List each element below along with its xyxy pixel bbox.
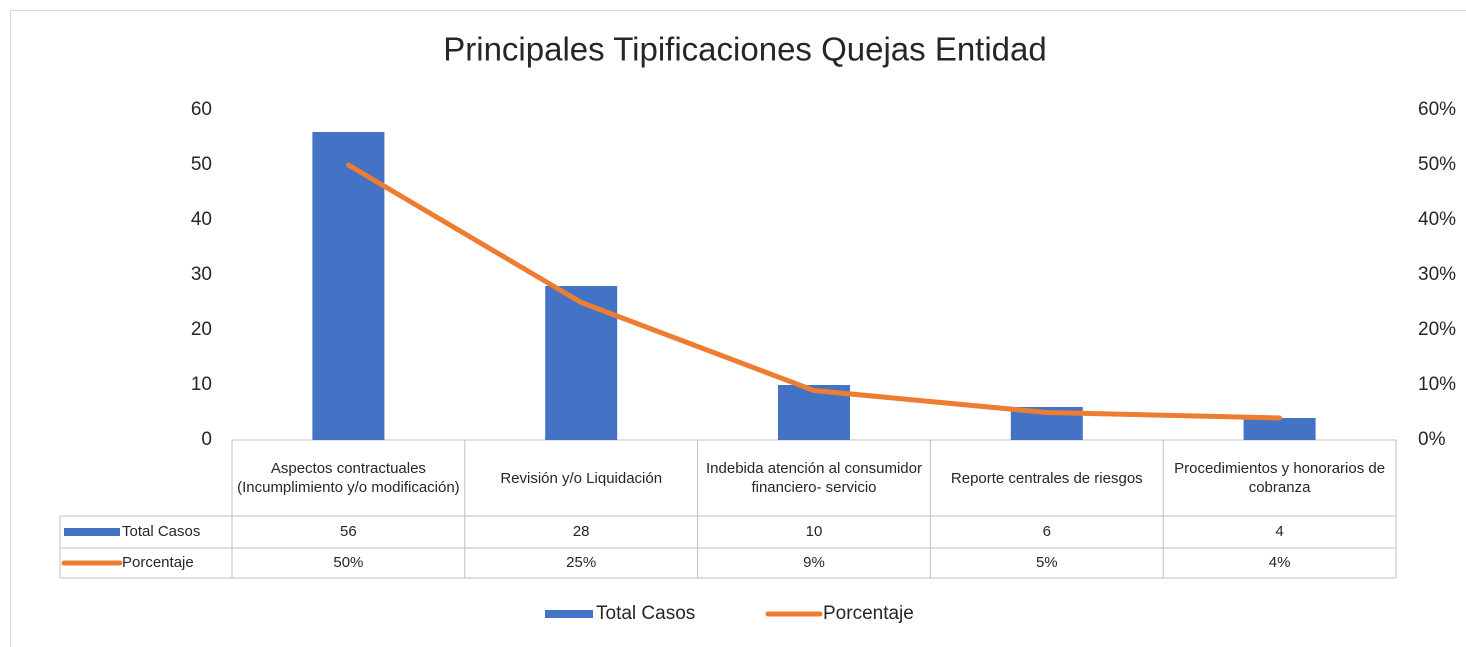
y2-tick-label: 30% bbox=[1418, 264, 1456, 285]
bar bbox=[312, 132, 385, 440]
table-cell: 28 bbox=[573, 523, 590, 540]
x-tick-label: Procedimientos y honorarios de cobranza bbox=[1174, 460, 1386, 496]
y2-tick-label: 20% bbox=[1418, 319, 1456, 340]
legend-swatch bbox=[64, 528, 120, 536]
y-tick-label: 40 bbox=[191, 209, 212, 230]
table-cell: 4 bbox=[1275, 523, 1283, 540]
table-cell: 4% bbox=[1269, 554, 1291, 571]
x-tick-label: Indebida atención al consumidor financie… bbox=[706, 460, 922, 496]
y2-tick-label: 50% bbox=[1418, 154, 1456, 175]
legend-swatch bbox=[545, 610, 593, 618]
line bbox=[345, 162, 1283, 421]
y2-tick-label: 10% bbox=[1418, 374, 1456, 395]
category-cell: Revisión y/o Liquidación bbox=[500, 469, 663, 487]
table-row-header: Total Casos bbox=[122, 523, 200, 540]
table-cell: 9% bbox=[803, 554, 825, 571]
y-tick-label: 30 bbox=[191, 264, 212, 285]
y2-tick-label: 40% bbox=[1418, 209, 1456, 230]
y2-tick-label: 0% bbox=[1418, 429, 1446, 450]
category-cell: Procedimientos y honorarios de cobranza bbox=[1174, 460, 1386, 496]
x-tick-label: Revisión y/o Liquidación bbox=[500, 469, 663, 487]
x-tick-label: Reporte centrales de riesgos bbox=[950, 469, 1143, 487]
table-cell: 25% bbox=[566, 554, 596, 571]
legend-label: Porcentaje bbox=[823, 603, 914, 624]
y-tick-label: 10 bbox=[191, 374, 212, 395]
y-tick-label: 0 bbox=[201, 429, 212, 450]
y-tick-label: 50 bbox=[191, 154, 212, 175]
bar bbox=[1243, 418, 1316, 440]
table-cell: 56 bbox=[340, 523, 357, 540]
legend-label: Total Casos bbox=[596, 603, 695, 624]
table-cell: 10 bbox=[806, 523, 823, 540]
bar bbox=[545, 286, 618, 440]
table-cell: 6 bbox=[1043, 523, 1051, 540]
category-cell: Indebida atención al consumidor financie… bbox=[706, 460, 922, 496]
y-tick-label: 20 bbox=[191, 319, 212, 340]
table-cell: 5% bbox=[1036, 554, 1058, 571]
category-cell: Aspectos contractuales (Incumplimiento y… bbox=[237, 460, 460, 496]
table-row-header: Porcentaje bbox=[122, 554, 194, 571]
table-cell: 50% bbox=[333, 554, 363, 571]
x-tick-label: Aspectos contractuales (Incumplimiento y… bbox=[237, 460, 460, 496]
y-tick-label: 60 bbox=[191, 99, 212, 120]
y2-tick-label: 60% bbox=[1418, 99, 1456, 120]
category-cell: Reporte centrales de riesgos bbox=[950, 469, 1143, 487]
chart-frame bbox=[10, 10, 1466, 647]
chart-title: Principales Tipificaciones Quejas Entida… bbox=[443, 31, 1047, 68]
